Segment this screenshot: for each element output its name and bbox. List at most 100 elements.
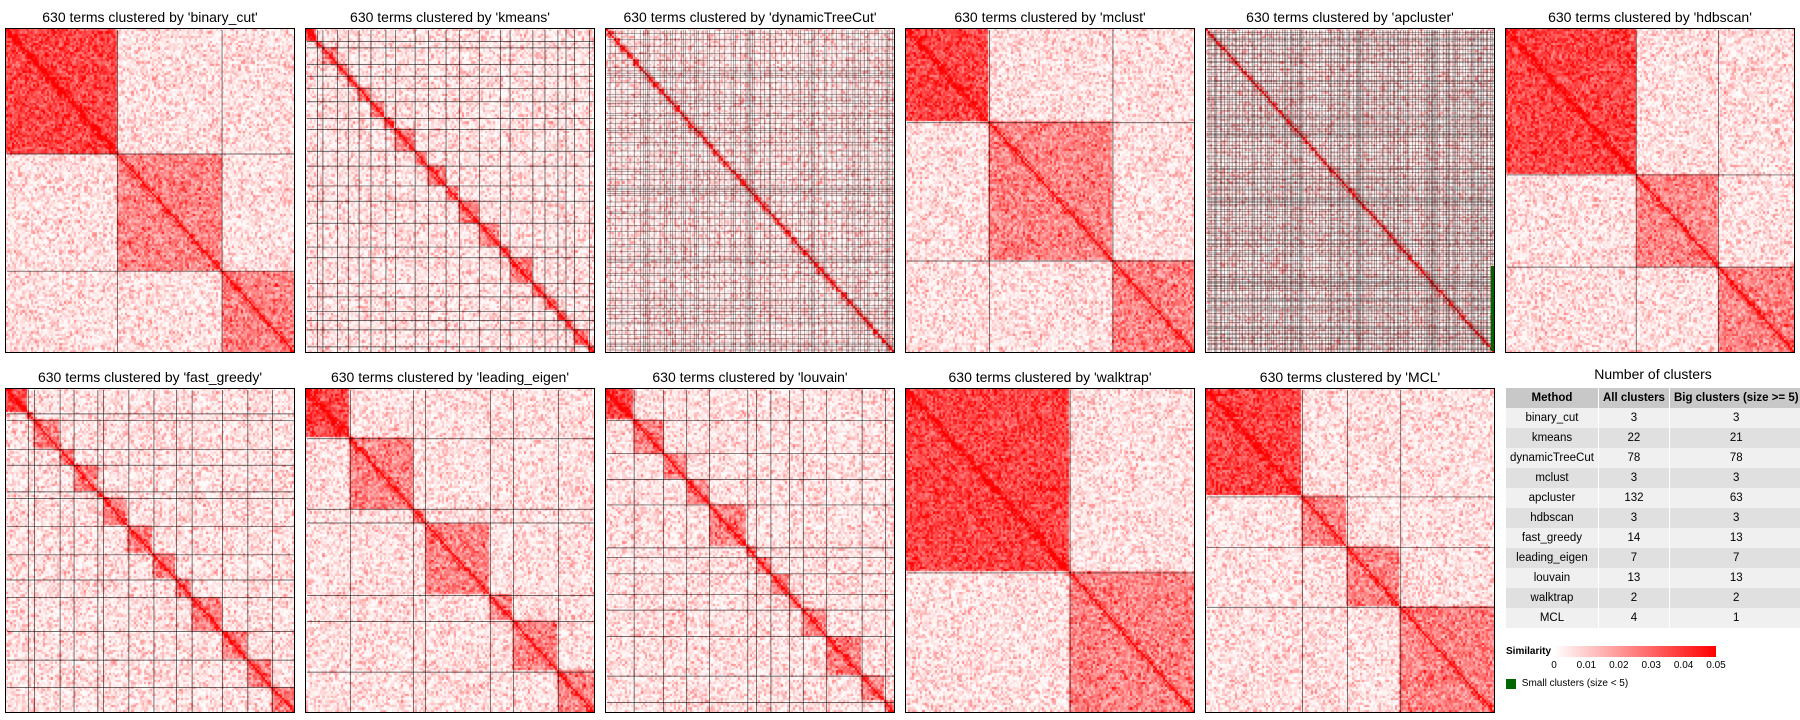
cell-big-clusters: 1	[1669, 608, 1800, 628]
table-row: leading_eigen 7 7	[1506, 548, 1800, 568]
cell-method: fast_greedy	[1506, 528, 1599, 548]
similarity-heatmap	[305, 28, 595, 353]
similarity-heatmap	[1205, 28, 1495, 353]
similarity-heatmap	[305, 388, 595, 713]
cell-all-clusters: 132	[1598, 488, 1670, 508]
cell-all-clusters: 3	[1598, 508, 1670, 528]
heatmap-title: 630 terms clustered by 'binary_cut'	[42, 9, 258, 25]
cluster-count-table: Method All clusters Big clusters (size >…	[1506, 388, 1800, 628]
header-big-clusters: Big clusters (size >= 5)	[1669, 388, 1800, 408]
cluster-boundaries	[307, 30, 595, 353]
heatmap-canvas	[6, 29, 294, 352]
heatmap-canvas	[1206, 389, 1494, 712]
table-row: mclust 3 3	[1506, 468, 1800, 488]
color-gradient-bar	[1554, 646, 1716, 657]
cell-method: MCL	[1506, 608, 1599, 628]
heatmap-title: 630 terms clustered by 'walktrap'	[948, 369, 1152, 385]
table-row: apcluster 132 63	[1506, 488, 1800, 508]
legend-title: Similarity	[1506, 646, 1552, 657]
heatmap-canvas	[906, 29, 1194, 352]
header-method: Method	[1506, 388, 1599, 408]
cell-method: dynamicTreeCut	[1506, 448, 1599, 468]
heatmap-title: 630 terms clustered by 'fast_greedy'	[37, 369, 262, 385]
heatmap-title: 630 terms clustered by 'hdbscan'	[1548, 9, 1752, 25]
cluster-boundaries	[1507, 30, 1795, 353]
cell-all-clusters: 2	[1598, 588, 1670, 608]
table-header-row: Method All clusters Big clusters (size >…	[1506, 388, 1800, 408]
cell-big-clusters: 78	[1669, 448, 1800, 468]
heatmap-canvas	[306, 29, 594, 352]
heatmap-canvas	[906, 389, 1194, 712]
cell-big-clusters: 2	[1669, 588, 1800, 608]
cell-big-clusters: 13	[1669, 568, 1800, 588]
legend-tick: 0.04	[1673, 660, 1694, 671]
heatmap-title: 630 terms clustered by 'kmeans'	[350, 9, 550, 25]
similarity-heatmap	[905, 28, 1195, 353]
heatmap-title: 630 terms clustered by 'MCL'	[1259, 369, 1441, 385]
cell-method: leading_eigen	[1506, 548, 1599, 568]
cluster-boundaries	[907, 30, 1195, 353]
cell-method: louvain	[1506, 568, 1599, 588]
cell-all-clusters: 78	[1598, 448, 1670, 468]
cluster-boundaries	[607, 390, 895, 713]
cluster-boundaries	[1207, 390, 1495, 713]
heatmap-title: 630 terms clustered by 'dynamicTreeCut'	[623, 9, 877, 25]
cluster-boundaries	[307, 390, 595, 713]
similarity-heatmap	[5, 388, 295, 713]
table-row: binary_cut 3 3	[1506, 408, 1800, 428]
small-cluster-swatch	[1506, 678, 1516, 689]
cell-all-clusters: 7	[1598, 548, 1670, 568]
cell-method: apcluster	[1506, 488, 1599, 508]
cell-method: mclust	[1506, 468, 1599, 488]
cell-method: hdbscan	[1506, 508, 1599, 528]
cell-method: binary_cut	[1506, 408, 1599, 428]
similarity-legend: Similarity 0 0.01 0.02 0.03 0.04 0.05	[1506, 646, 1800, 686]
heatmap-canvas	[6, 389, 294, 712]
cell-big-clusters: 3	[1669, 508, 1800, 528]
similarity-heatmap	[605, 28, 895, 353]
cell-big-clusters: 7	[1669, 548, 1800, 568]
similarity-heatmap	[1505, 28, 1795, 353]
similarity-heatmap	[605, 388, 895, 713]
small-clusters-legend: Small clusters (size < 5)	[1506, 678, 1628, 692]
cell-method: kmeans	[1506, 428, 1599, 448]
legend-tick: 0.02	[1609, 660, 1629, 671]
cell-all-clusters: 14	[1598, 528, 1670, 548]
table-row: dynamicTreeCut 78 78	[1506, 448, 1800, 468]
legend-tick: 0.01	[1576, 660, 1597, 671]
cell-big-clusters: 3	[1669, 408, 1800, 428]
heatmap-title: 630 terms clustered by 'leading_eigen'	[330, 369, 570, 385]
cluster-count-table-area: Number of clusters Method All clusters B…	[1506, 366, 1800, 720]
similarity-heatmap	[905, 388, 1195, 713]
cell-big-clusters: 13	[1669, 528, 1800, 548]
header-all-clusters: All clusters	[1598, 388, 1670, 408]
similarity-heatmap	[1205, 388, 1495, 713]
cell-big-clusters: 3	[1669, 468, 1800, 488]
legend-tick: 0.05	[1706, 660, 1726, 671]
cell-all-clusters: 4	[1598, 608, 1670, 628]
cell-all-clusters: 3	[1598, 468, 1670, 488]
legend-tick: 0	[1551, 660, 1557, 671]
table-row: fast_greedy 14 13	[1506, 528, 1800, 548]
small-cluster-label: Small clusters (size < 5)	[1521, 678, 1629, 689]
legend-tick: 0.03	[1641, 660, 1661, 671]
table-row: kmeans 22 21	[1506, 428, 1800, 448]
legend-ticks: 0 0.01 0.02 0.03 0.04 0.05	[1551, 660, 1726, 672]
cell-all-clusters: 13	[1598, 568, 1670, 588]
cluster-boundaries	[607, 30, 895, 353]
cell-big-clusters: 21	[1669, 428, 1800, 448]
cluster-boundaries	[1207, 30, 1495, 353]
table-row: hdbscan 3 3	[1506, 508, 1800, 528]
table-row: MCL 4 1	[1506, 608, 1800, 628]
small-cluster-bar	[1491, 266, 1494, 351]
cell-method: walktrap	[1506, 588, 1599, 608]
cluster-boundaries	[7, 390, 295, 713]
heatmap-canvas	[1506, 29, 1794, 352]
cluster-boundaries	[907, 390, 1195, 713]
table-row: louvain 13 13	[1506, 568, 1800, 588]
cell-all-clusters: 22	[1598, 428, 1670, 448]
heatmap-title: 630 terms clustered by 'mclust'	[954, 9, 1146, 25]
heatmap-canvas	[606, 389, 894, 712]
cluster-boundaries	[7, 30, 295, 353]
heatmap-title: 630 terms clustered by 'apcluster'	[1246, 9, 1454, 25]
